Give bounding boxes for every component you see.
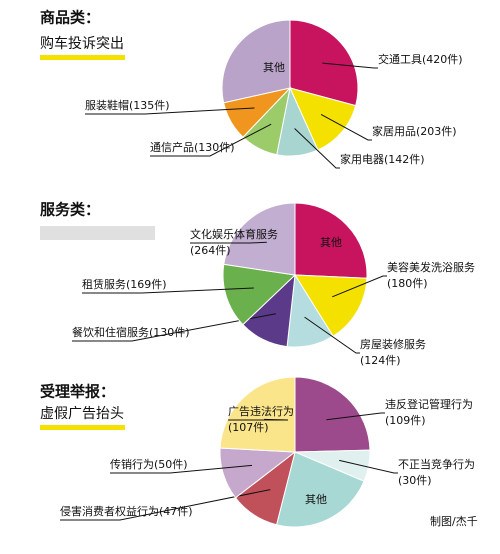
leader-line <box>332 275 387 298</box>
value-label: (30件) <box>398 474 432 487</box>
chart-title: 服务类： <box>40 201 100 219</box>
slice-label: 房屋装修服务 (124件) <box>360 337 426 367</box>
value-label: (264件) <box>190 244 231 257</box>
slice-label: 文化娱乐体育服务 (264件) <box>190 227 278 257</box>
leader-line <box>339 459 398 474</box>
slice-label: 家居用品(203件) <box>372 124 457 138</box>
category-label: 交通工具 <box>378 52 422 66</box>
category-label: 房屋装修服务 <box>360 337 426 351</box>
leader-line <box>320 113 372 141</box>
slice-label: 传销行为(50件) <box>110 457 188 471</box>
value-label: (142件) <box>384 153 425 166</box>
value-label: (203件) <box>416 125 457 138</box>
pie-slice <box>223 202 296 276</box>
chart-title: 受理举报： <box>40 383 115 401</box>
leader-line <box>110 464 253 474</box>
value-label: (130件) <box>194 141 235 154</box>
category-label: 违反登记管理行为 <box>385 397 473 411</box>
slice-label: 交通工具(420件) <box>378 52 463 66</box>
slice-label: 餐饮和住宿服务(130件) <box>72 325 190 339</box>
underline <box>40 55 125 60</box>
credit: 制图/杰千 <box>430 515 478 528</box>
value-label: (180件) <box>387 277 428 290</box>
value-label: (135件) <box>129 99 170 112</box>
obscured-subtitle <box>40 226 155 240</box>
category-label: 家用电器 <box>340 152 384 166</box>
pie-slice <box>275 451 365 528</box>
leader-line <box>85 107 255 115</box>
category-label: 传销行为 <box>110 457 154 471</box>
category-label: 其他 <box>320 236 342 249</box>
chart-subtitle: 虚假广告抬头 <box>40 406 124 422</box>
leader-line <box>326 412 385 421</box>
category-label: 餐饮和住宿服务 <box>72 325 149 339</box>
value-label: (107件) <box>228 421 269 434</box>
category-label: 服装鞋帽 <box>85 98 129 112</box>
value-label: (50件) <box>154 458 188 471</box>
slice-label: 美容美发洗浴服务 (180件) <box>387 260 475 290</box>
chart-subtitle: 购车投诉突出 <box>40 35 124 52</box>
leader-line <box>322 62 378 69</box>
pie-slice <box>289 87 357 151</box>
pie-slice <box>294 376 371 453</box>
value-label: (169件) <box>126 278 167 291</box>
leader-line <box>72 313 276 342</box>
category-label: 侵害消费者权益行为 <box>60 504 159 518</box>
value-label: (130件) <box>149 326 190 339</box>
category-label: 家居用品 <box>372 124 416 138</box>
value-label: (47件) <box>159 505 193 518</box>
slice-label: 租赁服务(169件) <box>82 277 167 291</box>
slice-label: 通信产品(130件) <box>150 140 235 154</box>
category-label: 通信产品 <box>150 140 194 154</box>
leader-line <box>190 241 267 244</box>
category-label: 租赁服务 <box>82 277 126 291</box>
category-label: 其他 <box>263 61 285 74</box>
slice-label: 家用电器(142件) <box>340 152 425 166</box>
slice-label: 其他 <box>320 236 342 249</box>
slice-label: 广告违法行为 (107件) <box>228 404 294 434</box>
slice-label: 服装鞋帽(135件) <box>85 98 170 112</box>
category-label: 广告违法行为 <box>228 404 294 418</box>
pie-slice <box>289 19 359 107</box>
leader-line <box>150 123 272 157</box>
value-label: (124件) <box>360 354 401 367</box>
slice-label: 其他 <box>305 493 327 506</box>
slice-label: 其他 <box>263 61 285 74</box>
category-label: 不正当竞争行为 <box>398 457 475 471</box>
pie-slice <box>222 263 297 326</box>
category-label: 其他 <box>305 493 327 506</box>
leader-line <box>294 128 340 169</box>
leader-line <box>228 418 289 421</box>
value-label: (109件) <box>385 414 426 427</box>
chart-title: 商品类： <box>40 9 100 27</box>
slice-label: 侵害消费者权益行为(47件) <box>60 504 193 518</box>
pie-slice <box>219 376 296 453</box>
category-label: 美容美发洗浴服务 <box>387 260 475 274</box>
underline <box>40 425 125 430</box>
pie-slice <box>294 202 368 279</box>
leader-line <box>82 287 254 294</box>
value-label: (420件) <box>422 53 463 66</box>
pie-slice <box>221 19 291 104</box>
leader-line <box>60 489 271 521</box>
slice-label: 违反登记管理行为 (109件) <box>385 397 473 427</box>
leader-line <box>304 316 360 354</box>
slice-label: 不正当竞争行为 (30件) <box>398 457 475 487</box>
category-label: 文化娱乐体育服务 <box>190 227 278 241</box>
